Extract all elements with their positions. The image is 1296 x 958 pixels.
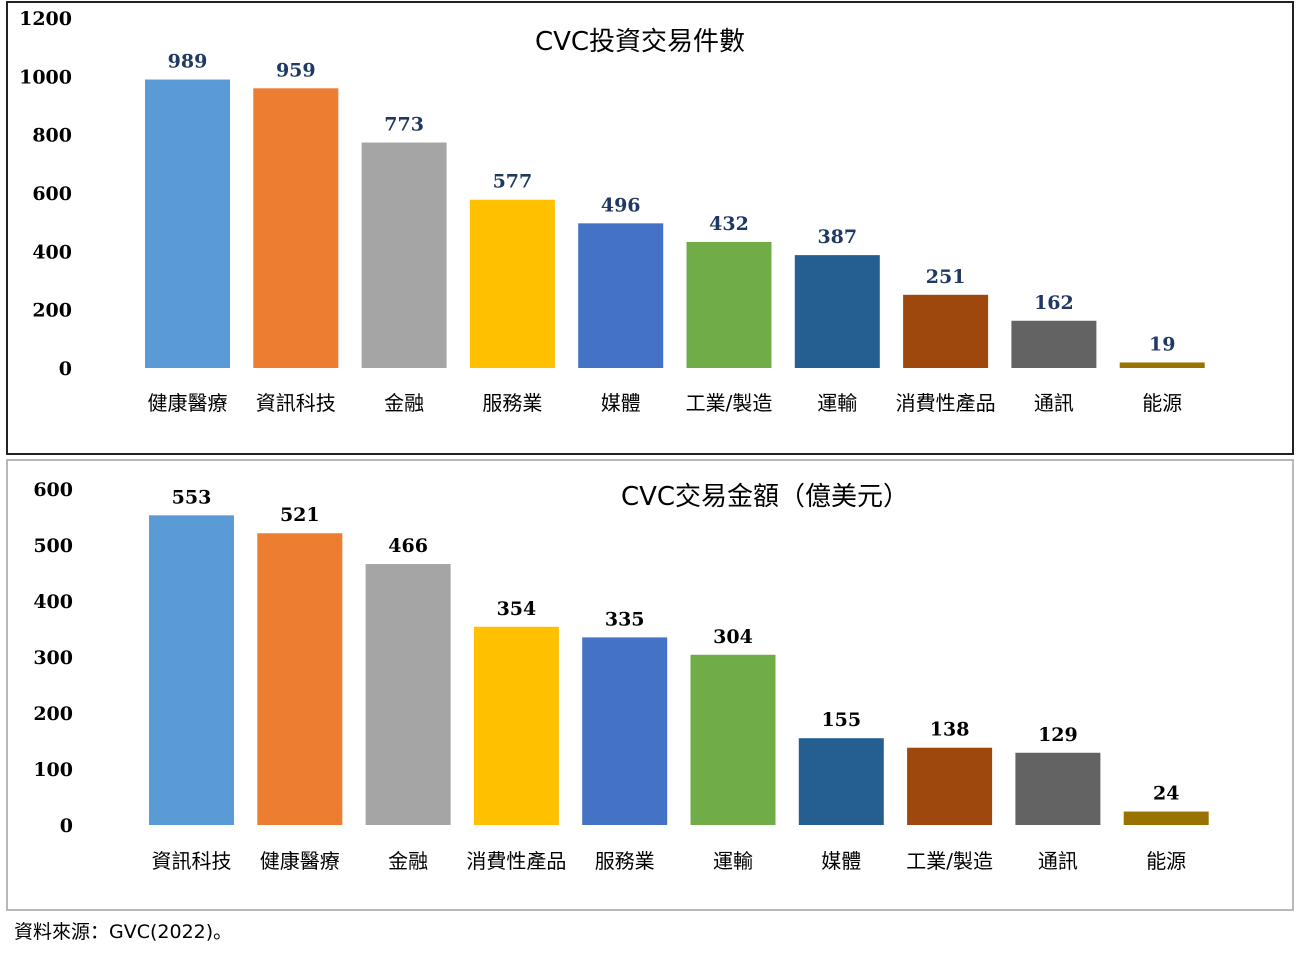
count-bar: [361, 142, 447, 368]
count-y-tick-label: 200: [32, 300, 72, 322]
count-bar: [794, 255, 880, 368]
count-bar: [1119, 362, 1205, 368]
amount-y-tick-label: 500: [33, 535, 73, 557]
amount-value-label: 129: [1038, 724, 1078, 746]
amount-y-tick-label: 300: [33, 647, 73, 669]
amount-category-label: 服務業: [595, 849, 655, 873]
count-value-label: 496: [601, 194, 641, 216]
amount-category-label: 通訊: [1038, 849, 1078, 873]
amount-value-label: 553: [172, 486, 212, 508]
amount-category-label: 能源: [1146, 849, 1186, 873]
amount-bar: [257, 533, 343, 825]
count-category-label: 運輸: [817, 391, 857, 415]
amount-bar: [907, 747, 993, 825]
amount-category-label: 工業/製造: [906, 849, 993, 873]
count-value-label: 387: [817, 226, 857, 248]
amount-y-tick-label: 0: [60, 815, 73, 837]
amount-y-tick-label: 100: [33, 759, 73, 781]
amount-bar: [1123, 811, 1209, 825]
count-value-label: 959: [276, 59, 316, 81]
amount-category-label: 運輸: [713, 849, 753, 873]
amount-y-tick-label: 400: [33, 591, 73, 613]
count-value-label: 251: [926, 266, 966, 288]
amount-y-tick-label: 600: [33, 479, 73, 501]
amount-bar: [473, 626, 559, 825]
count-category-label: 消費性產品: [896, 391, 996, 415]
count-value-label: 577: [493, 171, 533, 193]
amount-chart-title: CVC交易金額（億美元）: [621, 482, 909, 512]
count-bar: [686, 242, 772, 368]
amount-value-label: 335: [605, 608, 645, 630]
count-bar: [145, 79, 230, 369]
source-note: 資料來源：GVC(2022)。: [14, 921, 233, 943]
count-value-label: 989: [168, 51, 208, 73]
amount-bar: [582, 637, 668, 825]
amount-category-label: 健康醫療: [260, 849, 340, 873]
amount-value-label: 521: [280, 504, 320, 526]
count-category-label: 健康醫療: [148, 391, 228, 415]
count-value-label: 19: [1149, 333, 1175, 355]
count-category-label: 通訊: [1034, 391, 1074, 415]
amount-category-label: 資訊科技: [152, 849, 232, 873]
count-chart-title: CVC投資交易件數: [535, 27, 745, 57]
count-category-label: 服務業: [482, 391, 542, 415]
amount-value-label: 304: [713, 626, 753, 648]
amount-bar: [365, 564, 451, 825]
amount-y-tick-label: 200: [33, 703, 73, 725]
amount-bar: [149, 515, 234, 825]
count-y-tick-label: 0: [59, 358, 72, 380]
count-bar: [578, 223, 664, 368]
amount-bar: [1015, 752, 1101, 825]
amount-category-label: 媒體: [821, 849, 861, 873]
amount-value-label: 24: [1153, 783, 1179, 805]
count-category-label: 資訊科技: [256, 391, 336, 415]
count-y-tick-label: 1000: [19, 66, 72, 88]
count-y-tick-label: 600: [32, 183, 72, 205]
count-bar: [253, 88, 339, 369]
count-bar: [903, 294, 989, 368]
amount-bar: [798, 738, 884, 825]
count-y-tick-label: 1200: [19, 8, 72, 30]
amount-bar: [690, 654, 776, 825]
amount-value-label: 354: [497, 598, 537, 620]
amount-value-label: 138: [930, 719, 970, 741]
count-y-tick-label: 400: [32, 241, 72, 263]
count-y-tick-label: 800: [32, 125, 72, 147]
amount-value-label: 155: [821, 709, 861, 731]
count-value-label: 773: [384, 114, 424, 136]
count-bar: [469, 199, 555, 368]
count-category-label: 媒體: [601, 391, 641, 415]
amount-category-label: 消費性產品: [466, 849, 566, 873]
count-category-label: 能源: [1142, 391, 1182, 415]
count-bar: [1011, 320, 1097, 368]
count-category-label: 工業/製造: [686, 391, 773, 415]
count-value-label: 162: [1034, 292, 1074, 314]
count-value-label: 432: [709, 213, 749, 235]
amount-value-label: 466: [388, 535, 428, 557]
amount-category-label: 金融: [388, 849, 428, 873]
count-category-label: 金融: [384, 391, 424, 415]
